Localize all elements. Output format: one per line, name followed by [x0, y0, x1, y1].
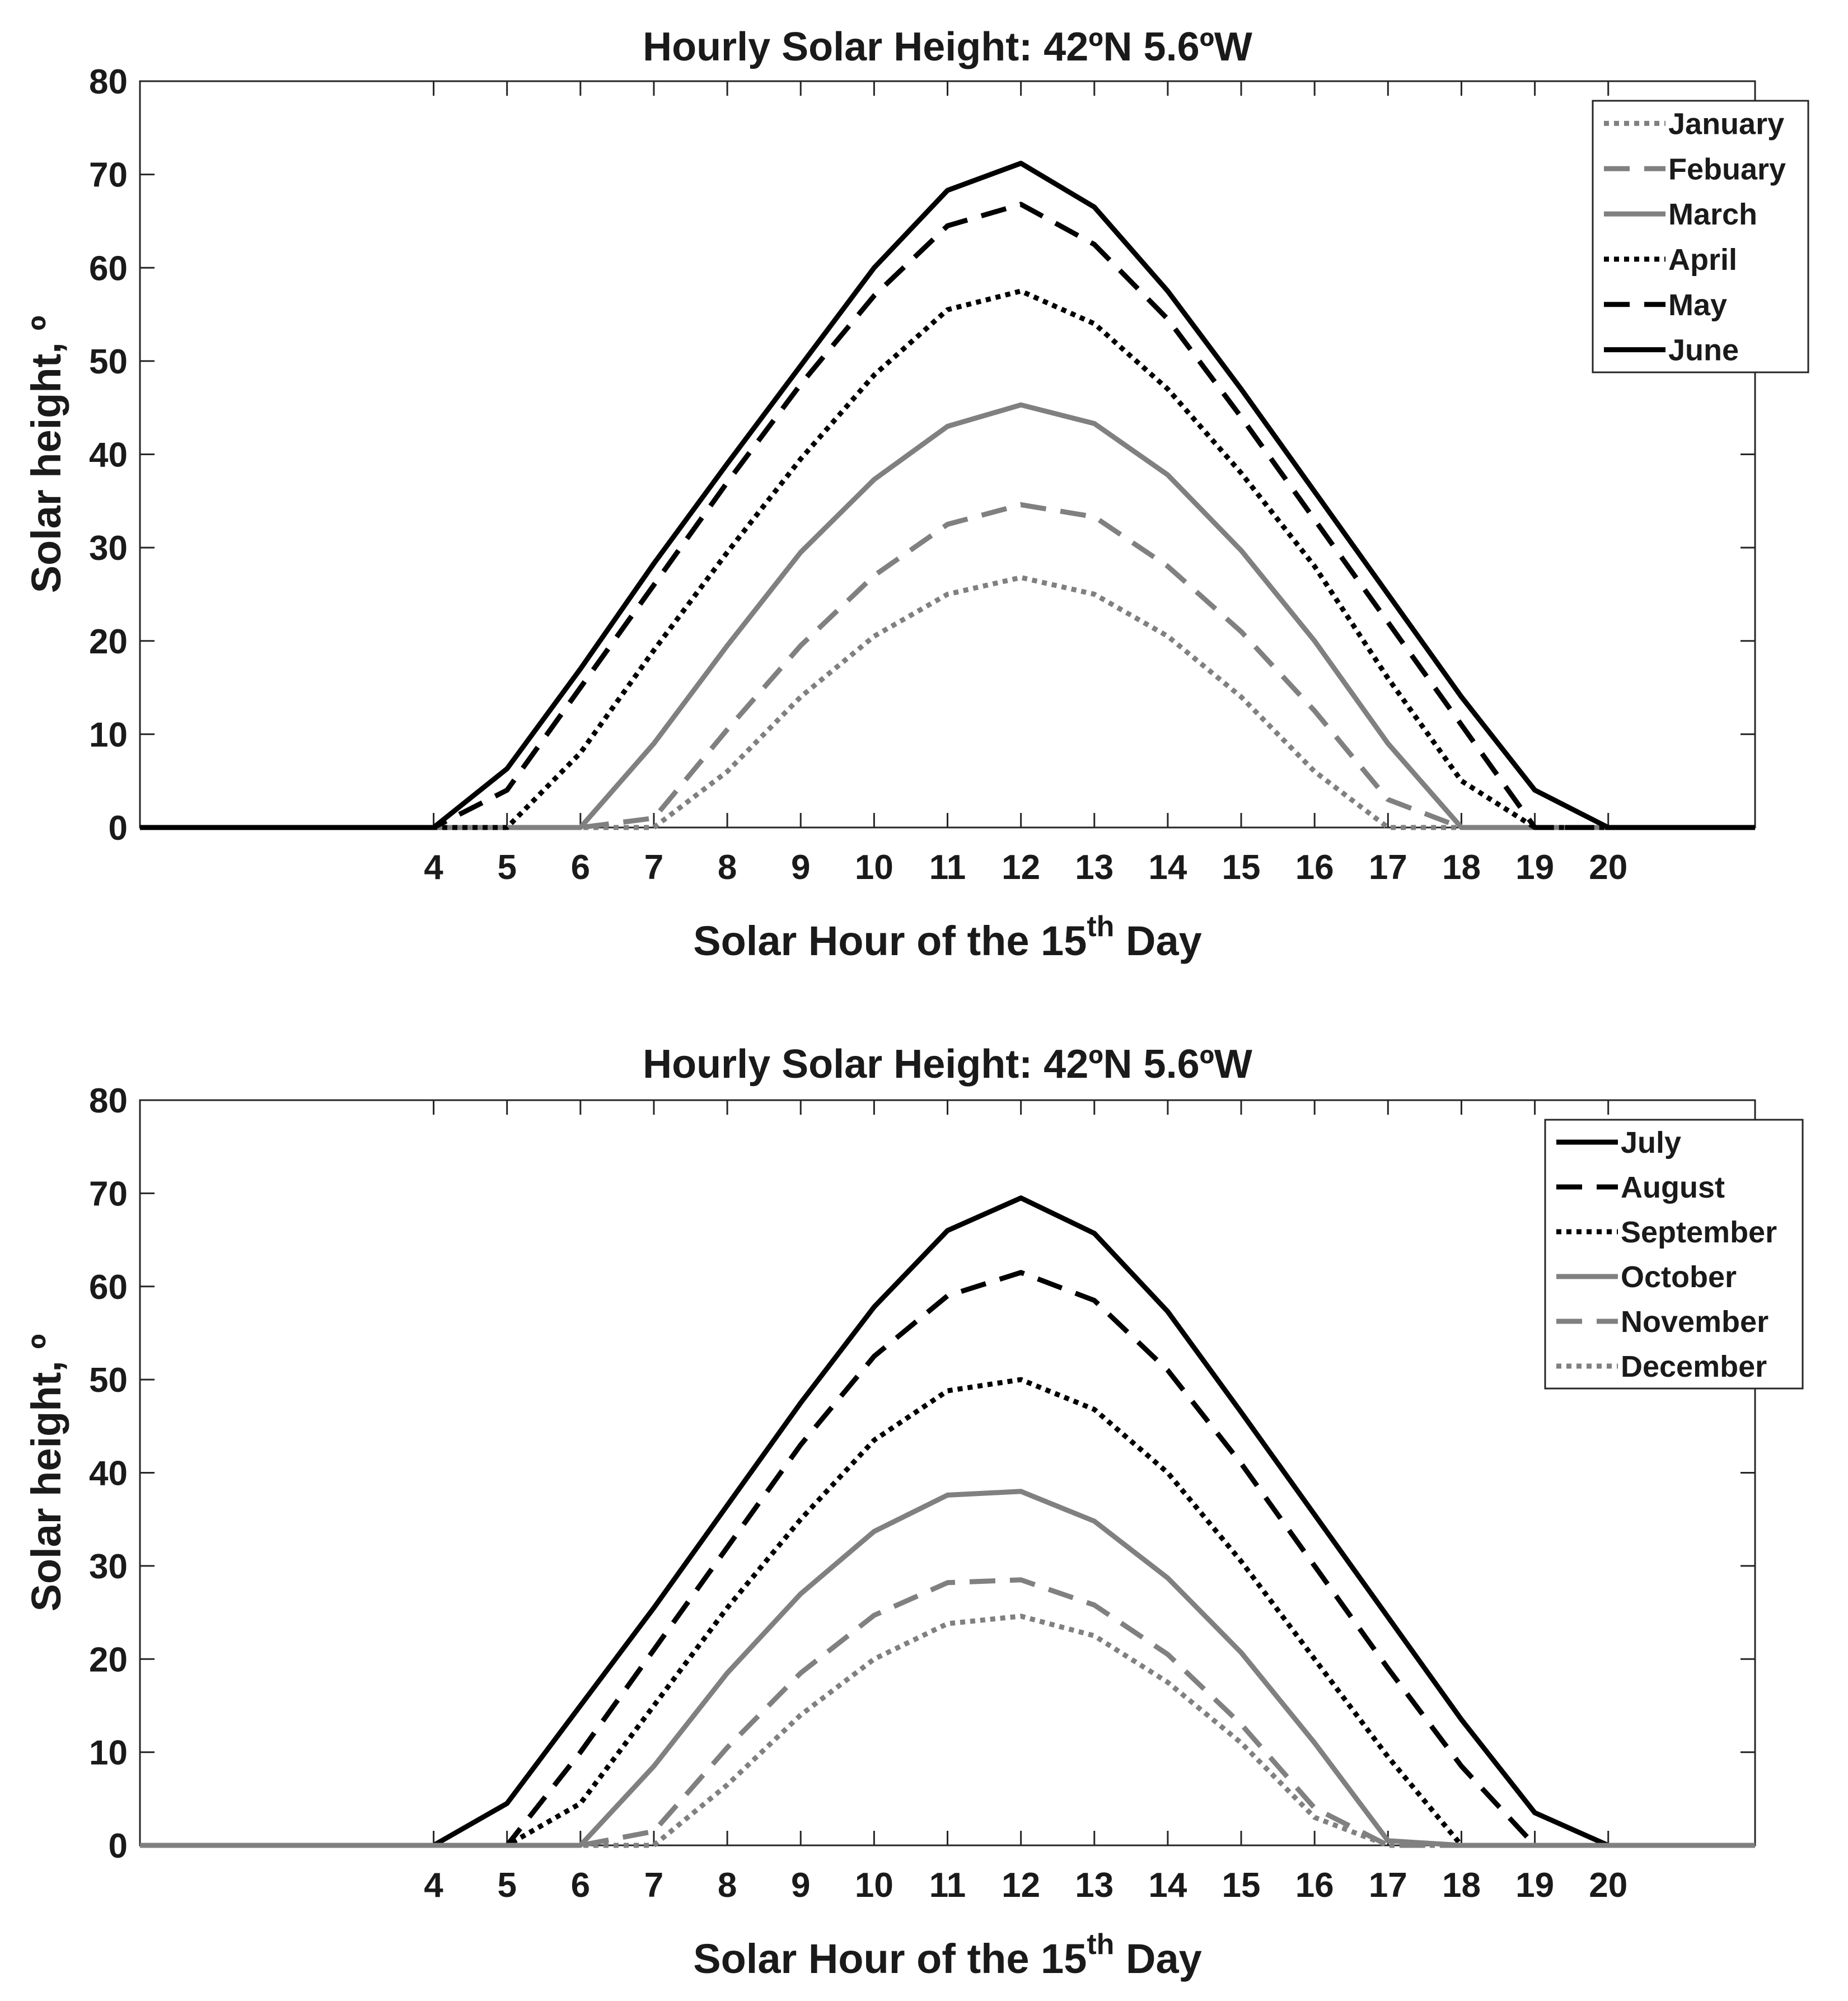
x-tick-label: 12 [1002, 1866, 1040, 1905]
y-axis-label: Solar height, º [23, 316, 69, 593]
x-tick-label: 13 [1075, 848, 1114, 887]
x-tick-label: 7 [644, 1866, 663, 1905]
x-tick-label: 16 [1295, 848, 1334, 887]
y-tick-label: 10 [89, 716, 128, 754]
legend-label-april: April [1668, 243, 1737, 277]
y-tick-label: 40 [89, 1455, 128, 1493]
x-tick-label: 10 [855, 1866, 893, 1905]
x-tick-label: 14 [1148, 1866, 1187, 1905]
y-tick-label: 60 [89, 249, 128, 288]
x-axis-label-sup: th [1087, 910, 1114, 943]
series-line-may [140, 202, 1755, 830]
x-tick-label: 6 [571, 1866, 590, 1905]
series-line-january [140, 574, 1755, 830]
plot-area [139, 1099, 1756, 1846]
x-tick-label: 4 [424, 848, 443, 887]
y-tick-label: 70 [89, 156, 128, 195]
y-tick-label: 30 [89, 1547, 128, 1586]
legend-label-december: December [1621, 1350, 1767, 1383]
y-tick-label: 80 [89, 63, 128, 101]
x-tick-label: 13 [1075, 1866, 1114, 1905]
legend-label-january: January [1668, 107, 1784, 141]
legend: July August September October November Decemb… [1544, 1119, 1804, 1390]
x-tick-label: 17 [1369, 1866, 1407, 1905]
x-axis-label-tail: Day [1114, 918, 1201, 964]
x-tick-label: 4 [424, 1866, 443, 1905]
x-tick-label: 12 [1002, 848, 1040, 887]
x-tick-label: 17 [1369, 848, 1407, 887]
x-axis-label-tail: Day [1114, 1935, 1201, 1982]
x-axis-label-main: Solar Hour of the 15 [693, 918, 1087, 964]
legend-label-march: March [1668, 198, 1757, 231]
legend-label-june: June [1668, 334, 1739, 367]
x-tick-label: 18 [1442, 848, 1481, 887]
legend-label-october: October [1621, 1260, 1737, 1294]
series-line-june [140, 161, 1755, 830]
legend-box [1592, 100, 1809, 373]
series-line-april [140, 288, 1755, 830]
y-axis-label: Solar height, º [23, 1334, 69, 1612]
x-tick-label: 10 [855, 848, 893, 887]
x-tick-label: 11 [929, 1866, 966, 1905]
x-tick-label: 16 [1295, 1866, 1334, 1905]
y-tick-label: 0 [109, 809, 128, 848]
y-tick-label: 20 [89, 623, 128, 661]
chart-2: Hourly Solar Height: 42ºN 5.6ºW 4 5 6 7 8 9 10 1… [23, 1042, 1804, 1982]
legend-label-september: September [1621, 1215, 1777, 1249]
x-tick-label: 11 [929, 848, 966, 887]
series-line-october [140, 1489, 1755, 1848]
x-tick-label: 15 [1222, 1866, 1261, 1905]
x-tick-label: 18 [1442, 1866, 1481, 1905]
series-line-december [140, 1614, 1755, 1848]
x-tick-label: 8 [718, 1866, 737, 1905]
legend-label-febuary: Febuary [1668, 152, 1786, 186]
y-tick-label: 70 [89, 1175, 128, 1213]
x-tick-label: 14 [1148, 848, 1187, 887]
y-tick-label: 50 [89, 343, 128, 381]
chart-1: Hourly Solar Height: 42ºN 5.6ºW 4 5 6 7 8 9 10 1… [23, 25, 1809, 964]
legend-label-august: August [1621, 1171, 1725, 1204]
series-line-november [140, 1577, 1755, 1848]
x-axis-label: Solar Hour of the 15th Day [693, 910, 1202, 964]
series-line-febuary [140, 502, 1755, 830]
x-tick-label: 20 [1589, 848, 1627, 887]
x-tick-label: 5 [497, 1866, 516, 1905]
y-tick-label: 40 [89, 436, 128, 475]
x-tick-label: 8 [718, 848, 737, 887]
x-tick-label: 19 [1515, 1866, 1554, 1905]
x-tick-label: 6 [571, 848, 590, 887]
y-tick-label: 80 [89, 1082, 128, 1120]
legend-label-may: May [1668, 288, 1727, 322]
y-tick-label: 0 [109, 1827, 128, 1866]
x-tick-label: 15 [1222, 848, 1261, 887]
x-axis-label: Solar Hour of the 15th Day [693, 1928, 1202, 1982]
legend: January Febuary March April May June [1592, 100, 1809, 373]
x-axis-label-sup: th [1087, 1928, 1114, 1961]
chart-title: Hourly Solar Height: 42ºN 5.6ºW [643, 1042, 1252, 1087]
y-tick-label: 50 [89, 1361, 128, 1400]
x-tick-label: 20 [1589, 1866, 1627, 1905]
x-tick-label: 9 [791, 848, 810, 887]
y-tick-label: 10 [89, 1734, 128, 1773]
legend-label-november: November [1621, 1305, 1769, 1339]
y-tick-label: 20 [89, 1640, 128, 1679]
x-axis-label-main: Solar Hour of the 15 [693, 1935, 1087, 1982]
x-tick-label: 5 [497, 848, 516, 887]
series-line-september [140, 1377, 1755, 1848]
series-line-august [140, 1270, 1755, 1848]
legend-box [1544, 1119, 1804, 1390]
y-tick-label: 30 [89, 529, 128, 568]
y-tick-label: 60 [89, 1268, 128, 1307]
chart-title: Hourly Solar Height: 42ºN 5.6ºW [643, 25, 1252, 69]
x-tick-label: 7 [644, 848, 663, 887]
legend-label-july: July [1621, 1126, 1681, 1160]
x-tick-label: 9 [791, 1866, 810, 1905]
series-line-july [140, 1195, 1755, 1848]
x-tick-label: 19 [1515, 848, 1554, 887]
